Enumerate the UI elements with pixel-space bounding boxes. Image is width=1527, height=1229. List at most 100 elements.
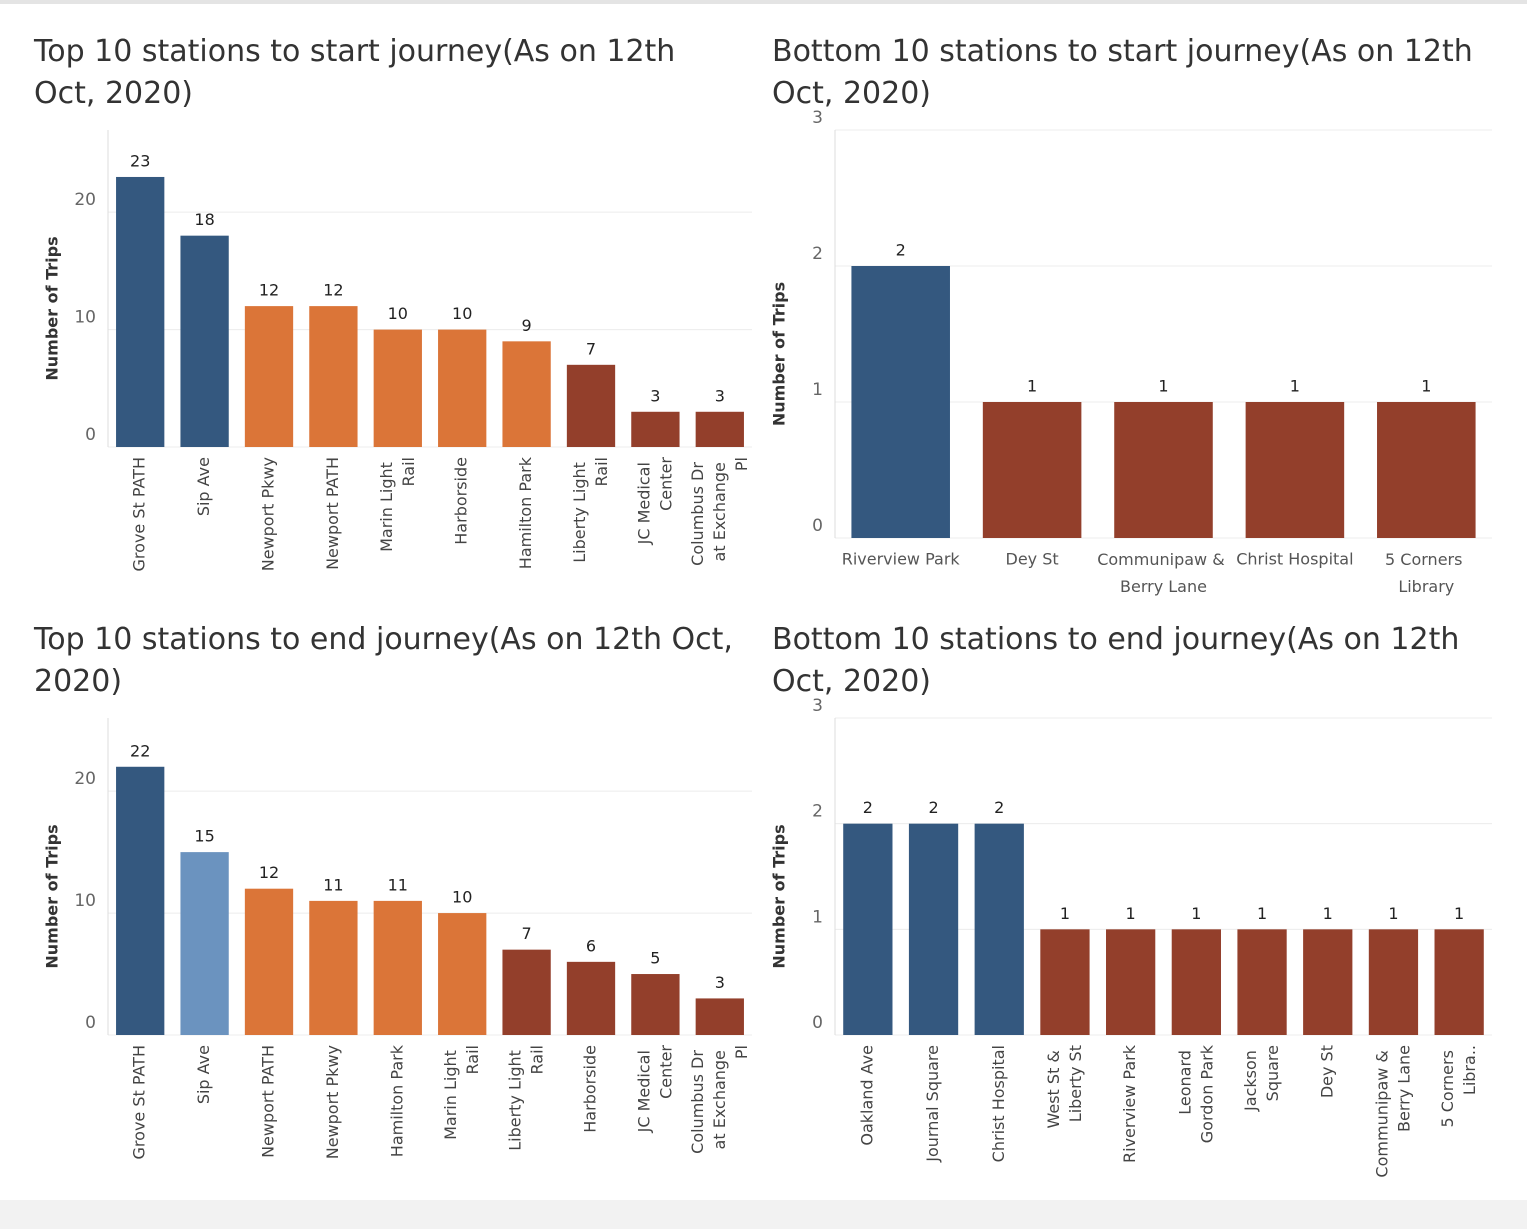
bar xyxy=(695,998,744,1035)
value-label: 1 xyxy=(1290,377,1300,396)
bar xyxy=(1114,402,1213,538)
bar xyxy=(1245,402,1345,538)
value-label: 2 xyxy=(994,798,1004,817)
label-line: at Exchange xyxy=(709,1045,728,1149)
bar xyxy=(1377,402,1476,538)
bar xyxy=(566,364,616,447)
value-label: 10 xyxy=(452,304,472,323)
label-line: Leonard xyxy=(1175,1045,1194,1115)
chart-title: Top 10 stations to end journey(As on 12t… xyxy=(34,622,733,699)
bar xyxy=(843,823,893,1035)
label-line: JC Medical xyxy=(634,1045,653,1133)
bar xyxy=(566,961,616,1035)
bar xyxy=(244,306,294,447)
chart-title: Bottom 10 stations to end journey(As on … xyxy=(772,622,1460,699)
value-label: 1 xyxy=(1158,377,1168,396)
value-label: 11 xyxy=(388,875,408,894)
bar xyxy=(502,341,551,447)
bar xyxy=(1237,929,1287,1035)
bar xyxy=(373,329,422,447)
bar xyxy=(116,176,165,448)
x-tick-label: Christ Hospital xyxy=(1236,550,1353,569)
label-line: Center xyxy=(656,1045,675,1099)
label-line: Columbus Dr xyxy=(687,1045,706,1154)
chart-title: Top 10 stations to start journey(As on 1… xyxy=(34,34,676,111)
bar xyxy=(502,949,551,1035)
label-line: 5 Corners xyxy=(1438,1045,1457,1128)
label-line: Pl xyxy=(731,457,750,471)
label-line: Columbus Dr xyxy=(687,457,706,566)
x-tick-label: Riverview Park xyxy=(1120,1044,1139,1163)
y-tick-label: 20 xyxy=(74,190,96,210)
x-tick-label: Columbus Dr at Exchange Pl xyxy=(687,457,750,566)
bar xyxy=(908,823,959,1035)
value-label: 3 xyxy=(715,386,725,405)
x-tick-label: Sip Ave xyxy=(194,457,213,516)
x-tick-label: Columbus Dr at Exchange Pl xyxy=(687,1045,750,1154)
bar xyxy=(851,266,950,538)
label-line: Pl xyxy=(731,1045,750,1059)
label-line: Liberty St xyxy=(1065,1045,1084,1122)
x-tick-label: Leonard Gordon Park xyxy=(1175,1044,1216,1143)
y-tick-label: 10 xyxy=(74,891,96,911)
label-line: Marin Light xyxy=(376,457,395,552)
value-label: 1 xyxy=(1060,904,1070,923)
value-label: 6 xyxy=(586,936,596,955)
x-tick-label: JC Medical Center xyxy=(634,457,675,546)
y-tick-label: 20 xyxy=(74,769,96,789)
x-tick-label: Newport Pkwy xyxy=(259,457,278,571)
x-tick-label: Grove St PATH xyxy=(130,457,149,571)
x-tick-label: Riverview Park xyxy=(842,550,961,569)
value-label: 23 xyxy=(130,151,150,170)
label-line: Libra.. xyxy=(1460,1045,1479,1095)
top-bar xyxy=(0,0,1527,4)
value-label: 15 xyxy=(194,827,214,846)
label-line: at Exchange xyxy=(709,457,728,561)
y-tick-label: 0 xyxy=(85,425,96,445)
value-label: 5 xyxy=(650,949,660,968)
label-line: Jackson xyxy=(1241,1045,1260,1112)
bar xyxy=(180,852,229,1035)
value-label: 7 xyxy=(522,924,532,943)
x-tick-label: Liberty Light Rail xyxy=(505,1045,546,1151)
value-label: 1 xyxy=(1388,904,1398,923)
bottom-bar xyxy=(0,1200,1527,1229)
bar xyxy=(974,823,1024,1035)
x-tick-label: Grove St PATH xyxy=(130,1045,149,1159)
value-label: 11 xyxy=(323,875,343,894)
x-tick-label: Harborside xyxy=(581,1045,600,1133)
x-tick-label: Hamilton Park xyxy=(387,1044,406,1157)
y-tick-label: 1 xyxy=(812,907,823,927)
bar xyxy=(116,766,165,1035)
bar xyxy=(244,888,294,1035)
bar xyxy=(1368,929,1419,1035)
label-line: Rail xyxy=(463,1045,482,1074)
bar xyxy=(982,402,1082,538)
bar xyxy=(631,411,680,447)
x-tick-label: Newport Pkwy xyxy=(323,1045,342,1159)
x-tick-label: Dey St xyxy=(1006,550,1059,569)
label-line: West St & xyxy=(1043,1045,1062,1129)
y-tick-label: 2 xyxy=(812,244,823,264)
y-axis-title: Number of Trips xyxy=(770,824,789,968)
x-tick-label: West St & Liberty St xyxy=(1043,1045,1084,1129)
label-line: Berry Lane xyxy=(1394,1045,1413,1132)
value-label: 1 xyxy=(1323,904,1333,923)
label-line: Rail xyxy=(527,1045,546,1074)
x-tick-label: 5 Corners Libra.. xyxy=(1438,1045,1479,1128)
bar xyxy=(1040,929,1090,1035)
label-line: 5 Corners xyxy=(1385,550,1468,569)
y-tick-label: 3 xyxy=(812,108,823,128)
y-axis-title: Number of Trips xyxy=(770,282,789,426)
label-line: Liberty Light xyxy=(505,1045,524,1151)
value-label: 12 xyxy=(323,281,343,300)
value-label: 1 xyxy=(1126,904,1136,923)
bar xyxy=(438,913,487,1035)
bar xyxy=(438,329,487,447)
label-line: Communipaw & xyxy=(1372,1045,1391,1178)
x-tick-label: Newport PATH xyxy=(259,1045,278,1158)
value-label: 3 xyxy=(650,386,660,405)
x-tick-label: Newport PATH xyxy=(323,457,342,570)
